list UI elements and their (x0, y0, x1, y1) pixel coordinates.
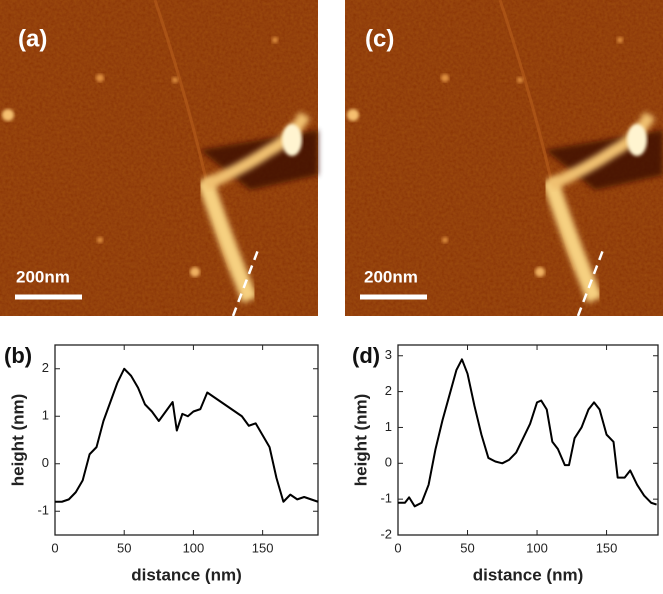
y-tick-label: 3 (385, 347, 392, 362)
image-label: (c) (365, 25, 394, 52)
y-tick-label: -1 (37, 503, 49, 518)
afm-image: (a) 200nm (0, 0, 318, 316)
x-axis-label: distance (nm) (473, 565, 584, 584)
scale-bar-label: 200nm (364, 267, 418, 286)
x-tick-label: 150 (252, 540, 274, 555)
y-tick-label: -1 (380, 491, 392, 506)
x-tick-label: 0 (51, 540, 58, 555)
y-tick-label: 1 (42, 408, 49, 423)
image-label: (a) (18, 25, 47, 52)
y-tick-label: 0 (42, 455, 49, 470)
x-tick-label: 100 (526, 540, 548, 555)
x-tick-label: 150 (596, 540, 618, 555)
afm-image: (c) 200nm (345, 0, 663, 316)
scale-bar-label: 200nm (16, 267, 70, 286)
plot-frame (397, 344, 659, 536)
data-line (398, 358, 657, 508)
data-line (55, 367, 319, 503)
x-axis-label: distance (nm) (131, 565, 242, 584)
x-tick-label: 100 (183, 540, 205, 555)
x-tick-label: 0 (394, 540, 401, 555)
panel-label: (b) (4, 343, 32, 368)
y-axis-label: height (nm) (8, 394, 27, 487)
x-tick-label: 50 (460, 540, 474, 555)
y-tick-label: 2 (385, 383, 392, 398)
y-tick-label: -2 (380, 526, 392, 541)
panel-label: (d) (352, 343, 380, 368)
plot-frame (54, 344, 319, 536)
y-axis-label: height (nm) (351, 394, 370, 487)
y-tick-label: 0 (385, 455, 392, 470)
y-tick-label: 1 (385, 419, 392, 434)
x-tick-label: 50 (117, 540, 131, 555)
y-tick-label: 2 (42, 360, 49, 375)
